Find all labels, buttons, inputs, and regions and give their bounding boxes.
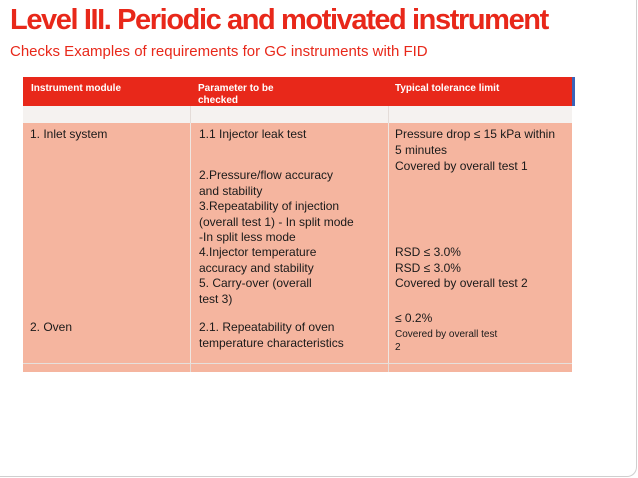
table-bottom-row	[23, 363, 572, 372]
param-carryover-line2: test 3)	[199, 292, 233, 306]
tol-pressure-drop-line2: 5 minutes	[395, 143, 448, 157]
param-repeat-line1: 3.Repeatability of injection	[199, 199, 340, 213]
table-spacer-row	[23, 106, 572, 123]
module-inlet: 1. Inlet system	[30, 127, 108, 141]
tol-rsd-splitless: RSD ≤ 3.0%	[395, 261, 461, 275]
tol-oven-overall-line1: Covered by overall test	[395, 329, 498, 340]
header-edge-bar	[572, 77, 575, 106]
column-divider	[190, 106, 191, 123]
param-injector-temp-line1: 4.Injector temperature	[199, 245, 317, 259]
header-parameter: Parameter to be checked	[198, 83, 348, 107]
column-divider	[388, 106, 389, 123]
table-body: 1. Inlet system 2. Oven 1.1 Injector lea…	[23, 123, 572, 363]
param-repeat-line3: -In split less mode	[199, 230, 296, 244]
requirements-table: Instrument module Parameter to be checke…	[23, 77, 575, 372]
tol-overall-test-1: Covered by overall test 1	[395, 159, 528, 173]
param-pressure-line1: 2.Pressure/flow accuracy	[199, 168, 334, 182]
tol-pressure-drop-line1: Pressure drop ≤ 15 kPa within	[395, 127, 555, 141]
slide-title: Level III. Periodic and motivated instru…	[10, 4, 549, 36]
param-oven-line2: temperature characteristics	[199, 336, 344, 350]
table-header-row: Instrument module Parameter to be checke…	[23, 77, 575, 107]
header-parameter-line1: Parameter to be	[198, 83, 274, 94]
param-oven-line1: 2.1. Repeatability of oven	[199, 320, 335, 334]
param-leak-test: 1.1 Injector leak test	[199, 127, 307, 141]
column-divider	[388, 123, 389, 363]
module-oven: 2. Oven	[30, 320, 73, 334]
tol-overall-test-2: Covered by overall test 2	[395, 276, 528, 290]
param-repeat-line2: (overall test 1) - In split mode	[199, 215, 354, 229]
header-parameter-line2: checked	[198, 95, 239, 106]
param-carryover-line1: 5. Carry-over (overall	[199, 276, 312, 290]
column-divider	[190, 364, 191, 372]
slide-subtitle: Checks Examples of requirements for GC i…	[10, 43, 428, 60]
column-divider	[388, 364, 389, 372]
column-divider	[190, 123, 191, 363]
tol-rsd-split: RSD ≤ 3.0%	[395, 245, 461, 259]
param-pressure-line2: and stability	[199, 184, 263, 198]
tol-oven-overall-line2: 2	[395, 342, 401, 353]
header-tolerance: Typical tolerance limit	[395, 83, 500, 94]
tol-oven-limit: ≤ 0.2%	[395, 311, 433, 325]
param-injector-temp-line2: accuracy and stability	[199, 261, 314, 275]
header-instrument-module: Instrument module	[31, 83, 122, 94]
